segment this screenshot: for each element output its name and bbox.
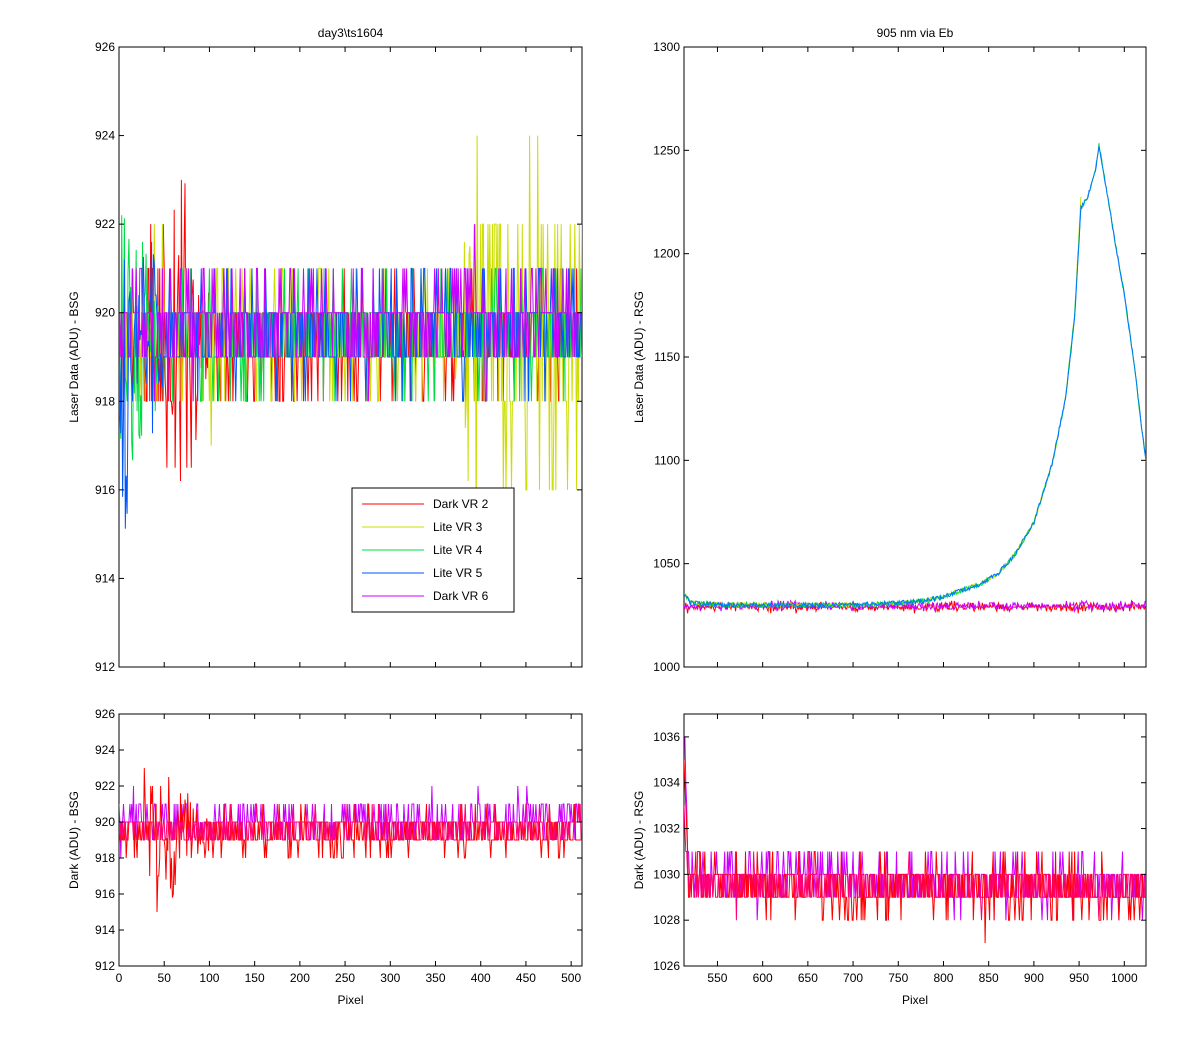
plot-area <box>683 713 1147 967</box>
x-tick-label: 100 <box>199 971 219 985</box>
series-line-2 <box>684 805 1146 921</box>
x-tick-label: 600 <box>753 971 773 985</box>
y-tick-label: 912 <box>95 959 115 973</box>
y-tick-label: 920 <box>95 815 115 829</box>
y-tick-label: 1030 <box>653 867 680 881</box>
legend-label: Dark VR 6 <box>433 589 489 603</box>
y-tick-label: 924 <box>95 743 115 757</box>
y-tick-label: 1026 <box>653 959 680 973</box>
x-tick-label: 650 <box>798 971 818 985</box>
legend-label: Lite VR 5 <box>433 566 483 580</box>
legend: Dark VR 2 Lite VR 3 Lite VR 4 Lite VR 5 Dark… <box>351 487 515 613</box>
x-tick-label: 50 <box>158 971 172 985</box>
y-tick-label: 1150 <box>654 350 680 364</box>
x-tick-label: 300 <box>380 971 400 985</box>
axes-bottom-left: 912 914 916 918 920 922 924 926 0 50 100 150 200 250 3… <box>67 707 583 1007</box>
legend-label: Dark VR 2 <box>433 497 489 511</box>
y-tick-label: 1250 <box>653 143 680 157</box>
series-line-4 <box>119 224 582 402</box>
y-tick-label: 1036 <box>653 730 680 744</box>
x-tick-label: 450 <box>516 971 536 985</box>
x-tick-label: 800 <box>933 971 953 985</box>
y-tick-label: 1028 <box>653 913 680 927</box>
axes-bottom-right: 1026 1028 1030 1032 1034 1036 550 600 650 700 750 8… <box>632 713 1147 1007</box>
y-tick-label: 914 <box>95 571 115 585</box>
y-tick-label: 1000 <box>653 660 680 674</box>
y-tick-label: 914 <box>95 923 115 937</box>
x-tick-label: 700 <box>843 971 863 985</box>
y-axis-label: Dark (ADU) - RSG <box>632 791 646 890</box>
x-tick-label: 150 <box>245 971 265 985</box>
x-tick-label: 900 <box>1024 971 1044 985</box>
axes-top-left: 912 914 916 918 920 922 924 926 day3\ts1604 Laser… <box>67 26 583 674</box>
y-tick-label: 1032 <box>653 822 680 836</box>
y-tick-label: 926 <box>95 40 115 54</box>
chart-title: 905 nm via Eb <box>877 26 954 40</box>
x-tick-label: 950 <box>1069 971 1089 985</box>
x-axis-label: Pixel <box>902 993 928 1007</box>
plot-area <box>683 46 1147 668</box>
y-tick-label: 1300 <box>653 40 680 54</box>
y-axis-label: Laser Data (ADU) - RSG <box>632 291 646 423</box>
x-tick-label: 200 <box>290 971 310 985</box>
y-tick-label: 912 <box>95 660 115 674</box>
series-line-2 <box>119 803 582 841</box>
y-tick-label: 1100 <box>654 453 680 467</box>
x-tick-label: 400 <box>471 971 491 985</box>
y-tick-label: 926 <box>95 707 115 721</box>
chart-title: day3\ts1604 <box>318 26 384 40</box>
y-tick-label: 1200 <box>653 247 680 261</box>
x-axis-label: Pixel <box>337 993 363 1007</box>
series-line-4 <box>684 146 1146 609</box>
x-tick-label: 550 <box>707 971 727 985</box>
x-tick-label: 1000 <box>1111 971 1138 985</box>
y-tick-label: 916 <box>95 887 115 901</box>
x-tick-label: 850 <box>979 971 999 985</box>
legend-label: Lite VR 3 <box>433 520 483 534</box>
y-tick-label: 922 <box>95 217 115 231</box>
y-tick-label: 920 <box>95 306 115 320</box>
y-tick-label: 922 <box>95 779 115 793</box>
x-tick-label: 250 <box>335 971 355 985</box>
axes-top-right: 1000 1050 1100 1150 1200 1250 1300 905 nm via E… <box>632 26 1147 674</box>
y-tick-label: 1034 <box>653 776 680 790</box>
y-tick-label: 918 <box>95 851 115 865</box>
x-tick-label: 500 <box>561 971 581 985</box>
legend-label: Lite VR 4 <box>433 543 483 557</box>
y-tick-label: 918 <box>95 394 115 408</box>
x-tick-label: 0 <box>116 971 123 985</box>
y-axis-label: Dark (ADU) - BSG <box>67 791 81 889</box>
y-axis-label: Laser Data (ADU) - BSG <box>67 291 81 422</box>
y-tick-label: 1050 <box>653 557 680 571</box>
x-tick-label: 750 <box>888 971 908 985</box>
y-tick-label: 924 <box>95 129 115 143</box>
y-tick-label: 916 <box>95 483 115 497</box>
x-tick-label: 350 <box>425 971 445 985</box>
